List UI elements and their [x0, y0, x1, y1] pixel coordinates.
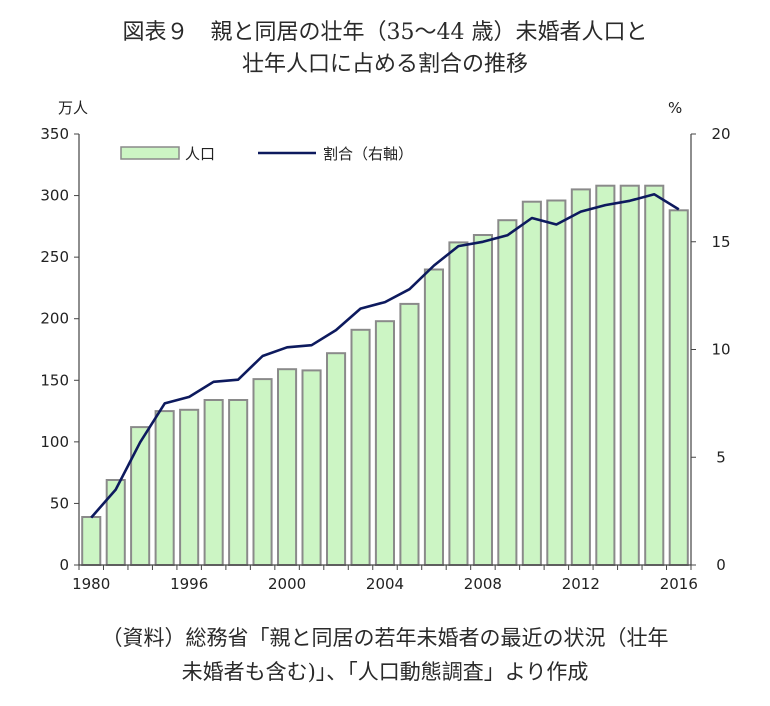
bar-2007 [448, 241, 469, 566]
right-tick-label: 5 [716, 448, 726, 466]
bar-series [81, 184, 689, 567]
chart-title-line2: 壮年人口に占める割合の推移 [241, 52, 528, 77]
bar-2001 [301, 369, 322, 566]
right-tick-label: 10 [711, 341, 730, 359]
bar-1990 [130, 426, 151, 566]
x-tick-label: 1980 [72, 575, 110, 593]
right-tick-label: 15 [711, 233, 730, 251]
chart-title-line1: 図表９ 親と同居の壮年（35～44 歳）未婚者人口と [122, 20, 648, 45]
left-tick-label: 100 [40, 433, 69, 451]
bar-2013 [595, 184, 616, 566]
bar-2000 [277, 368, 298, 567]
left-tick-label: 250 [40, 248, 69, 266]
bar-1997 [203, 399, 224, 566]
bar-1980 [81, 516, 102, 566]
bar-2002 [326, 352, 347, 567]
bar-1985 [105, 479, 126, 566]
axes: 0 50 100 150 200 250 300 350 0 5 10 15 20 1980 1996 200… [40, 99, 730, 593]
left-tick-label: 200 [40, 310, 69, 328]
bar-2008 [472, 234, 493, 566]
bar-2004 [374, 320, 395, 567]
right-tick-label: 0 [716, 556, 726, 574]
bar-2005 [399, 302, 420, 566]
legend-bar-label: 人口 [185, 145, 215, 163]
x-tick-label: 2012 [562, 575, 600, 593]
line-series [90, 193, 680, 519]
left-tick-label: 350 [40, 125, 69, 143]
bar-2010 [521, 200, 542, 566]
bar-1996 [179, 408, 200, 566]
left-tick-label: 50 [50, 494, 69, 512]
legend-bar-swatch [120, 146, 180, 160]
x-tick-label: 2004 [366, 575, 404, 593]
bar-2011 [546, 199, 567, 566]
x-tick-label: 1996 [170, 575, 208, 593]
x-tick-label: 2008 [464, 575, 502, 593]
bar-2006 [423, 268, 444, 566]
left-tick-label: 300 [40, 187, 69, 205]
source-note-line1: （資料）総務省「親と同居の若年未婚者の最近の状況（壮年 [101, 626, 669, 650]
bar-1999 [252, 378, 273, 566]
bar-1998 [228, 399, 249, 566]
legend: 人口 割合（右軸） [120, 145, 413, 163]
ratio-line [90, 193, 680, 519]
left-tick-label: 0 [59, 556, 69, 574]
right-tick-label: 20 [711, 125, 730, 143]
left-axis-unit: 万人 [58, 99, 88, 117]
bar-2003 [350, 328, 371, 566]
bar-2015 [644, 184, 665, 566]
bar-2014 [619, 184, 640, 566]
bar-2009 [497, 219, 518, 566]
bar-2016 [668, 209, 689, 567]
bar-2012 [570, 188, 591, 566]
left-tick-label: 150 [40, 371, 69, 389]
legend-line-label: 割合（右軸） [323, 145, 413, 163]
x-tick-label: 2016 [660, 575, 698, 593]
right-axis-unit: % [668, 99, 682, 117]
bar-1995 [154, 410, 175, 566]
source-note-line2: 未婚者も含む)」、「人口動態調査」より作成 [181, 660, 589, 684]
x-tick-label: 2000 [268, 575, 306, 593]
